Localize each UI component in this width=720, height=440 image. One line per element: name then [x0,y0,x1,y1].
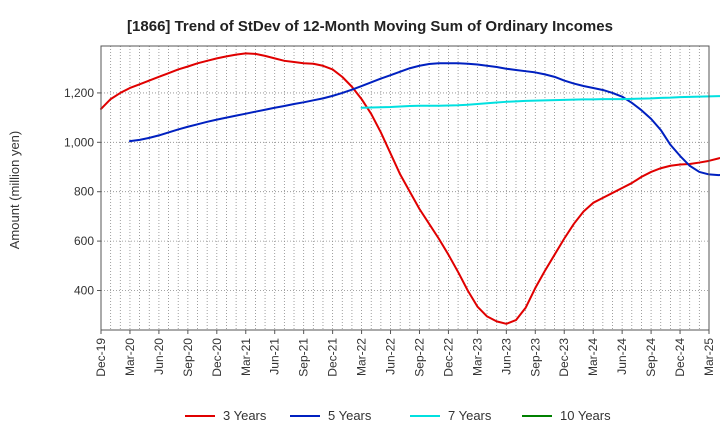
x-tick-label: Mar-23 [470,338,484,376]
x-tick-label: Dec-20 [210,338,224,377]
legend-label: 7 Years [448,408,492,423]
x-tick-label: Dec-23 [557,338,571,377]
legend-label: 3 Years [223,408,267,423]
x-tick-label: Sep-22 [412,338,426,377]
legend-label: 5 Years [328,408,372,423]
x-tick-label: Dec-22 [441,338,455,377]
x-axis-ticks: Dec-19 Mar-20 Jun-20 Sep-20 Dec-20 Mar-21 Jun-… [94,330,716,377]
x-tick-label: Mar-24 [586,338,600,376]
legend: 3 Years 5 Years 7 Years 10 Years [185,408,611,423]
series-line-3-years [100,52,720,325]
x-tick-label: Sep-20 [181,338,195,377]
x-tick-label: Sep-23 [528,338,542,377]
y-tick-label: 1,000 [64,135,94,149]
chart-title: [1866] Trend of StDev of 12-Month Moving… [127,18,613,35]
x-tick-label: Mar-25 [702,338,716,376]
y-tick-label: 800 [74,185,94,199]
plot-frame [100,45,710,331]
x-tick-label: Mar-20 [123,338,137,376]
series-line-7-years [360,95,720,109]
y-tick-label: 400 [74,283,94,297]
grid [101,46,709,330]
legend-label: 10 Years [560,408,611,423]
x-tick-label: Dec-19 [94,338,108,377]
x-tick-label: Dec-24 [673,338,687,377]
y-tick-label: 600 [74,234,94,248]
x-tick-label: Sep-21 [297,338,311,377]
y-axis-ticks: 400 600 800 1,000 1,200 [64,86,101,297]
series-layer [100,52,720,325]
x-tick-label: Mar-22 [355,338,369,376]
y-tick-label: 1,200 [64,86,94,100]
x-tick-label: Mar-21 [239,338,253,376]
series-line-5-years [128,62,720,177]
x-tick-label: Jun-21 [268,338,282,375]
x-tick-label: Jun-24 [615,338,629,375]
y-axis-label: Amount (million yen) [7,131,22,250]
x-tick-label: Dec-21 [326,338,340,377]
x-tick-label: Sep-24 [644,338,658,377]
x-tick-label: Jun-23 [499,338,513,375]
x-tick-label: Jun-22 [384,338,398,375]
x-tick-label: Jun-20 [152,338,166,375]
